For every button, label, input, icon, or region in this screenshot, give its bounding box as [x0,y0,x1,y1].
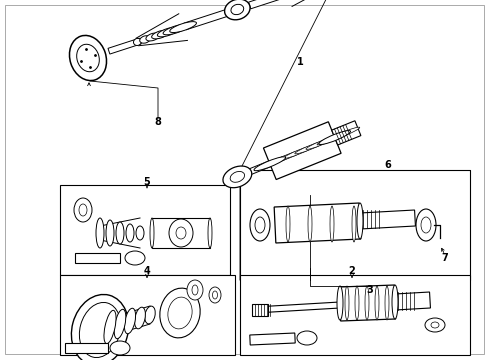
Ellipse shape [192,285,198,295]
Ellipse shape [110,341,130,355]
Polygon shape [248,161,271,175]
Ellipse shape [76,44,99,72]
Ellipse shape [284,145,315,158]
Ellipse shape [208,218,212,248]
Ellipse shape [106,220,114,246]
Polygon shape [75,253,120,263]
Text: 3: 3 [367,285,373,295]
Ellipse shape [392,285,398,319]
Text: 2: 2 [348,266,355,276]
Ellipse shape [365,286,369,320]
Ellipse shape [416,209,436,241]
Ellipse shape [357,203,363,239]
Ellipse shape [425,318,445,332]
Ellipse shape [163,24,188,35]
Ellipse shape [126,224,134,242]
Polygon shape [274,203,361,243]
Bar [60,275,235,355]
Ellipse shape [254,157,286,171]
Ellipse shape [150,218,154,248]
Ellipse shape [319,131,350,144]
Polygon shape [248,0,289,9]
Ellipse shape [125,251,145,265]
Ellipse shape [124,308,136,334]
Ellipse shape [224,0,250,20]
FancyBboxPatch shape [152,218,210,248]
Ellipse shape [146,33,159,41]
Ellipse shape [79,302,121,357]
Ellipse shape [352,206,356,242]
Ellipse shape [145,306,155,324]
Ellipse shape [140,36,150,43]
Ellipse shape [96,218,104,248]
Ellipse shape [230,171,245,182]
Ellipse shape [74,198,92,222]
Ellipse shape [272,150,304,163]
Ellipse shape [79,204,87,216]
Ellipse shape [431,322,439,328]
Ellipse shape [308,206,312,242]
Ellipse shape [337,286,343,320]
Ellipse shape [317,132,349,145]
Ellipse shape [209,287,221,303]
Ellipse shape [385,286,389,320]
Ellipse shape [262,154,293,167]
Ellipse shape [306,136,338,149]
Ellipse shape [151,30,169,39]
Polygon shape [250,333,295,345]
Text: 4: 4 [144,266,150,276]
Ellipse shape [297,331,317,345]
Polygon shape [252,304,268,316]
Ellipse shape [170,22,196,32]
Polygon shape [108,38,141,54]
Ellipse shape [250,209,270,241]
Text: 6: 6 [385,160,392,170]
Bar [240,170,470,280]
Text: 8: 8 [154,117,161,127]
Polygon shape [184,6,239,30]
Polygon shape [360,210,416,229]
Text: 5: 5 [144,177,150,187]
Ellipse shape [187,280,203,300]
Text: 1: 1 [296,57,303,67]
Bar [60,185,230,275]
Ellipse shape [114,309,126,339]
Bar [240,275,470,355]
Polygon shape [65,343,108,353]
Ellipse shape [169,219,193,247]
Ellipse shape [375,286,379,320]
Ellipse shape [345,286,349,320]
Ellipse shape [223,166,252,188]
Ellipse shape [157,27,178,37]
Ellipse shape [421,217,431,233]
Ellipse shape [116,222,124,244]
Ellipse shape [168,297,192,329]
Polygon shape [255,302,340,313]
Ellipse shape [70,35,106,81]
Ellipse shape [213,291,218,299]
Ellipse shape [295,141,326,154]
Ellipse shape [160,288,200,338]
Polygon shape [340,285,395,321]
Ellipse shape [176,227,186,239]
Ellipse shape [72,294,128,360]
Ellipse shape [286,206,290,242]
Polygon shape [394,292,430,310]
Ellipse shape [135,307,146,329]
Ellipse shape [104,310,116,344]
Ellipse shape [136,226,144,240]
Ellipse shape [355,286,359,320]
Ellipse shape [231,4,244,15]
Ellipse shape [328,127,360,140]
Ellipse shape [330,206,334,242]
Ellipse shape [133,39,142,45]
Ellipse shape [255,217,265,233]
Polygon shape [332,121,361,145]
Polygon shape [264,122,341,180]
Text: 7: 7 [441,253,448,263]
